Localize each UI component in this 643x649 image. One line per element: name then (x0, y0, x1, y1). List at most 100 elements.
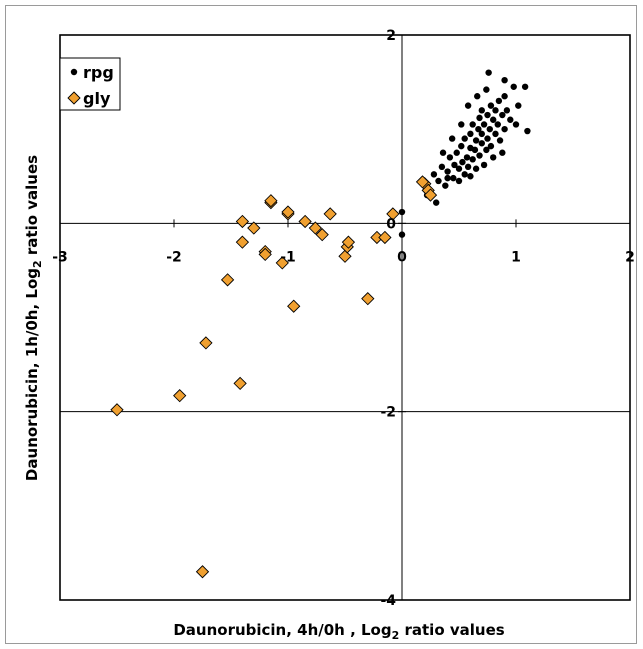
legend-gly-marker (67, 91, 81, 105)
rpg-point (515, 102, 522, 109)
y-tick-label: -4 (380, 593, 396, 609)
gly-point (173, 389, 187, 403)
rpg-point (487, 142, 495, 150)
gly-point (361, 292, 375, 306)
rpg-point (495, 97, 503, 105)
rpg-point (521, 83, 529, 90)
rpg-point (478, 107, 485, 114)
gly-point (235, 235, 250, 249)
rpg-point (435, 177, 442, 185)
gly-point (386, 207, 400, 221)
rpg-point (492, 130, 499, 138)
rpg-point (490, 116, 497, 123)
rpg-point (430, 171, 438, 178)
gly-point (233, 376, 247, 391)
chart-frame (5, 5, 637, 644)
rpg-point (467, 130, 474, 138)
rpg-point (492, 107, 499, 114)
rpg-point (464, 102, 472, 109)
rpg-point (444, 174, 451, 182)
rpg-point (461, 135, 468, 142)
gly-point (298, 214, 312, 229)
rpg-point (478, 130, 485, 138)
tick-labels: -3 -2 -1 0 1 2 -4 -2 0 2 (52, 28, 635, 609)
rpg-point (455, 165, 463, 172)
legend-gly-label: gly (83, 89, 111, 108)
rpg-point (486, 125, 493, 133)
rpg-point (451, 161, 458, 169)
rpg-point (471, 146, 479, 154)
legend: rpg gly (59, 57, 121, 111)
gly-point (110, 403, 124, 417)
gly-point (323, 207, 337, 221)
rpg-point (484, 135, 491, 142)
y-tick-label: 2 (386, 28, 396, 44)
rpg-point (501, 93, 508, 100)
rpg-point (463, 154, 471, 161)
rpg-point (484, 111, 491, 119)
y-tick-label: -2 (380, 405, 396, 421)
rpg-point (476, 114, 483, 122)
rpg-point (490, 154, 497, 161)
rpg-point (458, 142, 465, 150)
gly-point (195, 565, 210, 579)
gly-point (281, 205, 295, 219)
data-points (110, 69, 531, 579)
legend-rpg-label: rpg (83, 63, 114, 82)
gly-point (264, 194, 278, 208)
rpg-point (444, 168, 451, 175)
gly-point (220, 273, 235, 287)
rpg-point (524, 127, 531, 135)
y-tick-label: 0 (386, 216, 396, 232)
rpg-point (450, 174, 457, 182)
gly-point (315, 227, 329, 242)
rpg-point (459, 158, 466, 166)
rpg-point (475, 125, 482, 133)
rpg-point (485, 69, 492, 76)
gly-point (338, 249, 352, 263)
rpg-point (467, 173, 474, 180)
x-tick-label: 2 (625, 249, 635, 265)
rpg-point (499, 111, 506, 119)
x-tick-label: 0 (397, 249, 407, 265)
rpg-point (501, 125, 508, 133)
rpg-point (464, 163, 472, 171)
rpg-point (483, 146, 490, 154)
rpg-point (480, 161, 488, 169)
rpg-point (442, 182, 449, 189)
legend-rpg-marker (70, 68, 78, 76)
rpg-point (483, 86, 490, 93)
rpg-point (474, 93, 481, 100)
rpg-point (480, 121, 488, 128)
rpg-point (487, 102, 495, 109)
x-tick-label: -2 (166, 249, 182, 265)
rpg-point (510, 83, 517, 90)
rpg-point (458, 121, 465, 128)
rpg-point (512, 121, 520, 128)
rpg-point (469, 156, 476, 163)
rpg-point (446, 154, 454, 161)
rpg-point (469, 121, 476, 128)
rpg-point (398, 208, 406, 216)
rpg-point (455, 177, 463, 185)
gly-point (235, 214, 250, 229)
gly-point (415, 175, 430, 189)
rpg-point (496, 137, 504, 144)
x-tick-label: -1 (280, 249, 296, 265)
rpg-point (453, 149, 460, 156)
gly-point (275, 256, 289, 270)
gly-point (199, 336, 213, 350)
rpg-point (398, 231, 406, 238)
rpg-point (472, 165, 480, 172)
rpg-point (494, 121, 501, 128)
rpg-point (433, 199, 440, 206)
rpg-point (476, 152, 483, 159)
rpg-point (448, 135, 456, 142)
gly-point (287, 299, 301, 313)
rpg-point (503, 107, 511, 114)
legend-box (59, 57, 121, 111)
gly-point (378, 230, 392, 245)
rpg-point (461, 171, 468, 178)
rpg-point (501, 77, 508, 84)
x-tick-label: 1 (511, 249, 521, 265)
